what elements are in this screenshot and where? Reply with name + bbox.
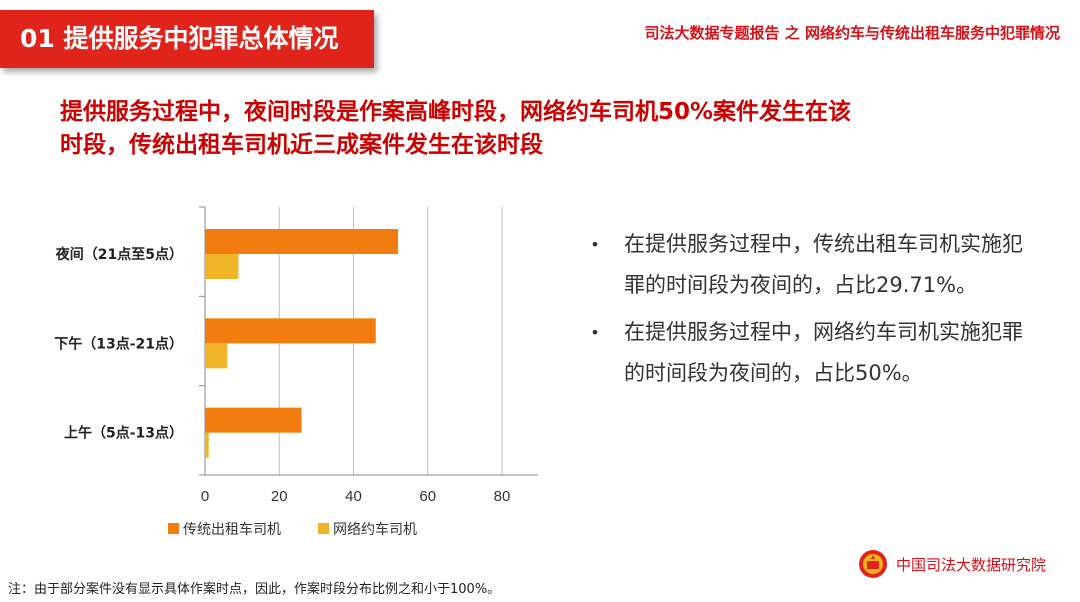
x-tick-label: 60 <box>419 488 436 505</box>
headline: 提供服务过程中，夜间时段是作案高峰时段，网络约车司机50%案件发生在该 时段，传… <box>60 96 1020 162</box>
bar-chart: 0 20 40 60 80 夜间（21点至5点） 下午（13点-21点） 上午（5点-13点）… <box>54 206 538 538</box>
x-tick-label: 80 <box>494 488 511 505</box>
bar <box>205 229 399 254</box>
court-emblem-icon <box>859 550 887 578</box>
x-tick-label: 20 <box>271 488 288 505</box>
footnote: 注：由于部分案件没有显示具体作案时点，因此，作案时段分布比例之和小于100%。 <box>8 582 501 597</box>
bullet-text: 在提供服务过程中，传统出租车司机实施犯罪的时间段为夜间的，占比29.71%。 <box>624 232 1023 297</box>
x-tick-label: 0 <box>201 488 209 505</box>
legend-swatch <box>318 523 329 534</box>
report-title: 司法大数据专题报告 之 网络约车与传统出租车服务中犯罪情况 <box>644 24 1060 42</box>
category-label: 上午（5点-13点） <box>64 425 183 442</box>
bullet-item: • 在提供服务过程中，网络约车司机实施犯罪的时间段为夜间的，占比50%。 <box>588 312 1028 394</box>
headline-line-1: 提供服务过程中，夜间时段是作案高峰时段，网络约车司机50%案件发生在该 <box>60 99 852 125</box>
bar <box>205 254 239 279</box>
bullet-item: • 在提供服务过程中，传统出租车司机实施犯罪的时间段为夜间的，占比29.71%。 <box>588 224 1028 306</box>
bullet-text: 在提供服务过程中，网络约车司机实施犯罪的时间段为夜间的，占比50%。 <box>624 320 1023 385</box>
bar <box>205 432 209 458</box>
legend-label: 传统出租车司机 <box>183 521 281 538</box>
headline-line-2: 时段，传统出租车司机近三成案件发生在该时段 <box>60 132 543 158</box>
x-tick-label: 40 <box>345 488 362 505</box>
bullet-icon: • <box>590 323 600 342</box>
bar <box>205 407 302 433</box>
section-title: 01 提供服务中犯罪总体情况 <box>0 10 374 68</box>
bullet-icon: • <box>590 235 600 254</box>
bar <box>205 318 376 344</box>
brand: 中国司法大数据研究院 <box>858 548 1046 580</box>
category-label: 下午（13点-21点） <box>54 335 183 352</box>
category-label: 夜间（21点至5点） <box>55 246 183 263</box>
bar <box>205 343 228 369</box>
legend-swatch <box>168 523 179 534</box>
brand-name: 中国司法大数据研究院 <box>896 555 1047 574</box>
legend-label: 网络约车司机 <box>333 521 417 538</box>
bullet-list: • 在提供服务过程中，传统出租车司机实施犯罪的时间段为夜间的，占比29.71%。… <box>588 224 1028 400</box>
